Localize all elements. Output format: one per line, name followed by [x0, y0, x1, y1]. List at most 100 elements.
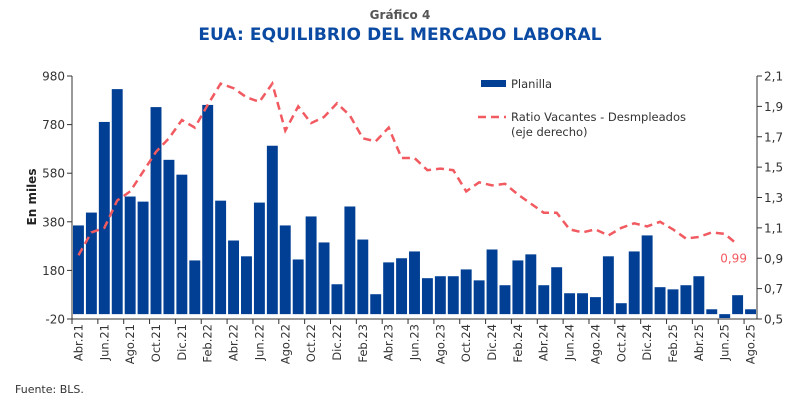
legend: Planilla Ratio Vacantes - Desmpleados (e… [478, 77, 686, 139]
bar-planilla [641, 235, 653, 315]
bar-planilla [85, 212, 97, 315]
bar-planilla [667, 289, 679, 315]
x-tick-label: Feb.22 [201, 324, 215, 363]
bar-planilla [292, 259, 304, 315]
bar-planilla [564, 293, 576, 315]
x-tick-label: Abr.25 [692, 324, 706, 361]
bar-planilla [383, 262, 395, 315]
y-tick-label-right: 0,7 [764, 282, 783, 296]
x-tick-label: Jun.22 [252, 324, 266, 361]
y-tick-label-right: 0,5 [764, 313, 783, 327]
x-tick-label: Dic.21 [175, 324, 189, 361]
x-tick-label: Dic.24 [485, 324, 499, 361]
legend-label-planilla: Planilla [511, 77, 552, 91]
bar-planilla [512, 260, 524, 315]
bar-planilla [305, 216, 317, 315]
y-tick-label-right: 1,3 [764, 191, 783, 205]
bar-planilla [628, 251, 640, 315]
x-tick-label: Jun.25 [718, 324, 732, 361]
x-tick-label: Abr.23 [382, 324, 396, 361]
chart-title: EUA: EQUILIBRIO DEL MERCADO LABORAL [198, 25, 602, 45]
x-tick-label: Jun.23 [408, 324, 422, 361]
bar-planilla [615, 303, 627, 315]
bar-planilla [370, 294, 382, 315]
bar-planilla [137, 201, 149, 315]
bar-planilla [719, 314, 731, 319]
bar-planilla [98, 121, 110, 315]
bar-planilla [460, 269, 472, 315]
legend-bar-swatch [481, 80, 506, 87]
bar-planilla [150, 107, 162, 315]
bar-planilla [486, 249, 498, 315]
x-tick-label: Dic.24 [640, 324, 654, 361]
bar-planilla [396, 258, 408, 315]
x-tick-label: Dic.22 [330, 324, 344, 361]
bar-planilla [266, 145, 278, 315]
bar-planilla [538, 285, 550, 315]
bar-planilla [745, 309, 756, 315]
y-tick-label-left: 980 [42, 70, 65, 84]
bar-planilla [279, 225, 291, 315]
bar-planilla [228, 240, 240, 315]
x-tick-label: Ago.25 [744, 324, 758, 364]
x-tick-label: Ago.24 [588, 324, 602, 364]
x-tick-label: Jun.21 [97, 324, 111, 361]
bar-planilla [202, 104, 214, 315]
bar-planilla [447, 276, 459, 315]
chart-subtitle: Gráfico 4 [369, 8, 431, 22]
bar-planilla [551, 267, 563, 315]
x-tick-label: Oct.22 [304, 324, 318, 362]
bar-planilla [602, 256, 614, 315]
line-ratio-vacantes [77, 80, 739, 256]
legend-label-ratio-axis: (eje derecho) [511, 125, 588, 139]
x-tick-label: Ago.21 [123, 324, 137, 364]
y-tick-label-right: 0,9 [764, 252, 783, 266]
bar-planilla [499, 285, 511, 315]
bar-planilla [163, 159, 175, 315]
bar-planilla [176, 174, 188, 315]
y-tick-label-left: 580 [42, 167, 65, 181]
bar-planilla [434, 276, 446, 315]
bar-planilla [124, 196, 136, 315]
y-tick-label-right: 1,7 [764, 130, 783, 144]
x-tick-label: Ago.23 [433, 324, 447, 364]
bar-planilla [409, 251, 420, 315]
x-tick-label: Oct.21 [149, 324, 163, 362]
bar-planilla [680, 285, 692, 315]
x-tick-label: Ago.22 [278, 324, 292, 364]
bar-planilla [654, 287, 666, 315]
y-tick-label-left: 380 [42, 215, 65, 229]
bar-planilla [318, 242, 330, 315]
x-tick-label: Oct.24 [459, 324, 473, 362]
bar-planilla [589, 297, 601, 315]
ratio-line-group [77, 80, 739, 256]
bar-planilla [473, 280, 485, 315]
bar-planilla [525, 254, 537, 315]
y-tick-label-right: 1,1 [764, 221, 783, 235]
bar-planilla [331, 284, 343, 315]
bar-planilla [253, 202, 265, 315]
y-tick-label-left: 180 [42, 264, 65, 278]
bar-planilla [706, 309, 718, 315]
y-tick-label-right: 1,5 [764, 161, 783, 175]
bar-planilla [73, 225, 84, 315]
last-value-annotation: 0,99 [720, 252, 747, 266]
x-tick-label: Abr.21 [72, 324, 86, 361]
x-tick-label: Feb.24 [511, 324, 525, 363]
x-tick-label: Feb.23 [356, 324, 370, 363]
bar-planilla [241, 256, 252, 315]
y-axis-label: En miles [25, 169, 39, 226]
y-tick-label-right: 1,9 [764, 100, 783, 114]
y-tick-label-left: 780 [42, 118, 65, 132]
x-tick-label: Jun.24 [563, 324, 577, 361]
source-note: Fuente: BLS. [15, 383, 84, 396]
bar-planilla [421, 278, 433, 315]
y-tick-label-right: 2,1 [764, 70, 783, 84]
axes-group: 980 780 580 380 180 -20 2,1 1,9 1,7 1,5 1,3 1,1 0,9 0… [42, 70, 783, 365]
x-tick-label: Abr.24 [537, 324, 551, 361]
bar-planilla [189, 260, 201, 315]
bar-planilla [693, 276, 705, 315]
bar-planilla [732, 295, 744, 315]
bar-planilla [577, 293, 588, 315]
